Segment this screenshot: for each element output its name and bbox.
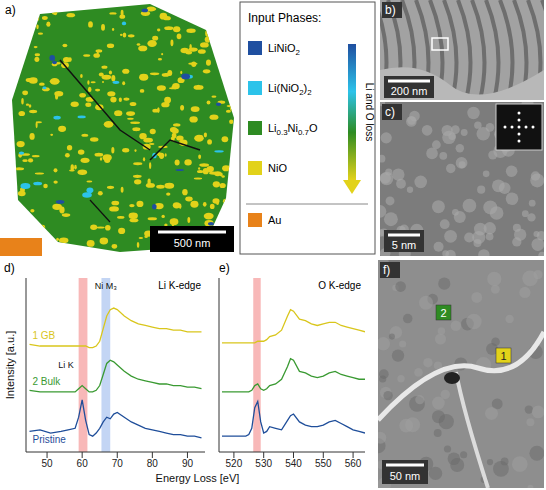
- svg-text:NiO: NiO: [268, 162, 287, 174]
- svg-text:550: 550: [315, 458, 332, 469]
- svg-text:b): b): [385, 3, 396, 17]
- svg-text:Li0.3Ni0.7O: Li0.3Ni0.7O: [268, 122, 318, 137]
- svg-text:Intensity [a.u.]: Intensity [a.u.]: [4, 331, 16, 399]
- svg-text:50: 50: [41, 458, 53, 469]
- svg-text:2: 2: [440, 307, 446, 319]
- svg-text:c): c): [385, 105, 395, 119]
- svg-text:Li and O loss: Li and O loss: [364, 83, 375, 141]
- svg-text:80: 80: [147, 458, 159, 469]
- svg-text:50 nm: 50 nm: [390, 470, 421, 482]
- svg-text:Input Phases:: Input Phases:: [248, 11, 321, 25]
- svg-text:70: 70: [112, 458, 124, 469]
- svg-text:520: 520: [226, 458, 243, 469]
- svg-text:60: 60: [77, 458, 89, 469]
- svg-text:Au: Au: [268, 214, 281, 226]
- svg-text:200 nm: 200 nm: [391, 85, 428, 97]
- svg-text:500 nm: 500 nm: [174, 237, 211, 249]
- svg-text:1 GB: 1 GB: [33, 330, 56, 341]
- svg-text:540: 540: [285, 458, 302, 469]
- svg-text:f): f): [383, 263, 390, 277]
- svg-text:2 Bulk: 2 Bulk: [33, 376, 62, 387]
- svg-text:90: 90: [182, 458, 194, 469]
- svg-text:1: 1: [500, 350, 506, 362]
- svg-text:Li K: Li K: [58, 360, 74, 370]
- svg-text:560: 560: [345, 458, 362, 469]
- svg-text:530: 530: [255, 458, 272, 469]
- svg-text:LiNiO2: LiNiO2: [268, 42, 300, 57]
- svg-text:Pristine: Pristine: [33, 434, 67, 445]
- html-text:Energy Loss [eV]: Energy Loss [eV]: [155, 472, 240, 484]
- svg-text:Li(NiO2)2: Li(NiO2)2: [268, 82, 312, 97]
- html-text:O K-edge: O K-edge: [318, 280, 361, 291]
- svg-text:5 nm: 5 nm: [392, 239, 416, 251]
- html-text:Li K-edge: Li K-edge: [158, 280, 201, 291]
- svg-text:Ni M₃: Ni M₃: [95, 281, 117, 291]
- svg-text:a): a): [5, 3, 16, 17]
- html-text:e): e): [219, 261, 230, 275]
- html-text:d): d): [4, 261, 15, 275]
